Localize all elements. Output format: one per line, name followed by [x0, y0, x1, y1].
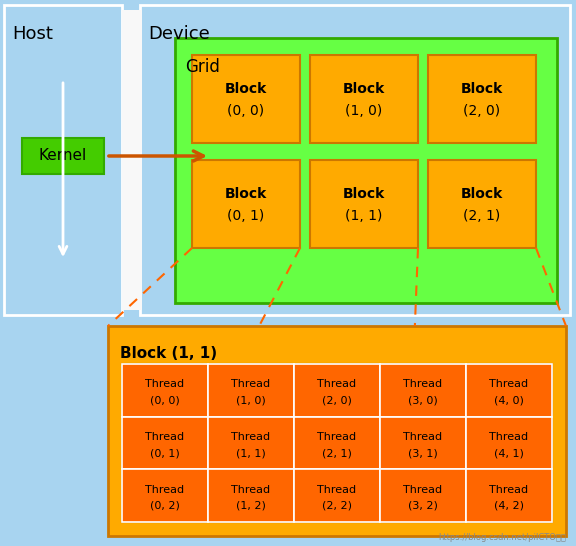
Text: Block: Block: [461, 187, 503, 201]
Bar: [22, 138, 104, 174]
Text: (2, 0): (2, 0): [322, 395, 352, 405]
Text: (2, 1): (2, 1): [463, 209, 501, 223]
Text: Thread: Thread: [403, 379, 442, 389]
Bar: [175, 38, 557, 303]
Text: (1, 0): (1, 0): [236, 395, 266, 405]
Bar: [466, 364, 552, 417]
Text: (0, 2): (0, 2): [150, 501, 180, 511]
Text: (2, 1): (2, 1): [322, 448, 352, 458]
Bar: [428, 160, 536, 248]
Text: Thread: Thread: [490, 432, 529, 442]
Text: Thread: Thread: [145, 379, 184, 389]
Text: (1, 1): (1, 1): [346, 209, 382, 223]
Text: Block (1, 1): Block (1, 1): [120, 346, 217, 361]
Bar: [192, 55, 300, 143]
Bar: [208, 417, 294, 470]
Bar: [380, 364, 466, 417]
Text: (1, 0): (1, 0): [346, 104, 382, 118]
Bar: [108, 326, 566, 536]
Bar: [380, 470, 466, 522]
Bar: [122, 417, 208, 470]
Bar: [192, 160, 300, 248]
Bar: [122, 470, 208, 522]
Text: Block: Block: [343, 187, 385, 201]
Bar: [122, 10, 142, 310]
Text: Thread: Thread: [403, 432, 442, 442]
Text: (4, 2): (4, 2): [494, 501, 524, 511]
Text: Block: Block: [343, 82, 385, 96]
Text: (0, 1): (0, 1): [150, 448, 180, 458]
Bar: [310, 55, 418, 143]
Text: Thread: Thread: [317, 485, 357, 495]
Text: Block: Block: [225, 82, 267, 96]
Text: (3, 2): (3, 2): [408, 501, 438, 511]
Text: (1, 1): (1, 1): [236, 448, 266, 458]
Text: (4, 0): (4, 0): [494, 395, 524, 405]
Text: Kernel: Kernel: [39, 149, 87, 163]
Text: Thread: Thread: [145, 485, 184, 495]
Text: (0, 0): (0, 0): [150, 395, 180, 405]
Text: (0, 1): (0, 1): [228, 209, 264, 223]
Text: Thread: Thread: [317, 379, 357, 389]
Text: Block: Block: [461, 82, 503, 96]
Bar: [428, 55, 536, 143]
Text: Thread: Thread: [490, 485, 529, 495]
Bar: [122, 364, 552, 522]
Text: (0, 0): (0, 0): [228, 104, 264, 118]
Bar: [208, 364, 294, 417]
Text: Grid: Grid: [185, 58, 220, 76]
Bar: [380, 417, 466, 470]
Bar: [122, 364, 208, 417]
Bar: [294, 417, 380, 470]
Bar: [310, 160, 418, 248]
Bar: [466, 417, 552, 470]
Text: (1, 2): (1, 2): [236, 501, 266, 511]
Bar: [294, 364, 380, 417]
Text: (3, 1): (3, 1): [408, 448, 438, 458]
Text: (3, 0): (3, 0): [408, 395, 438, 405]
Bar: [466, 470, 552, 522]
Text: Thread: Thread: [317, 432, 357, 442]
Bar: [140, 5, 570, 315]
Text: (4, 1): (4, 1): [494, 448, 524, 458]
Text: Host: Host: [12, 25, 53, 43]
Text: Device: Device: [148, 25, 210, 43]
Text: Thread: Thread: [232, 432, 271, 442]
Text: (2, 0): (2, 0): [464, 104, 501, 118]
Text: https://blog.csdn.net/piICTO博客: https://blog.csdn.net/piICTO博客: [438, 533, 566, 542]
Text: Thread: Thread: [232, 485, 271, 495]
Text: Thread: Thread: [490, 379, 529, 389]
Text: Block: Block: [225, 187, 267, 201]
Text: Thread: Thread: [403, 485, 442, 495]
Bar: [208, 470, 294, 522]
Text: Thread: Thread: [145, 432, 184, 442]
Text: Thread: Thread: [232, 379, 271, 389]
Bar: [4, 5, 122, 315]
Bar: [294, 470, 380, 522]
Text: (2, 2): (2, 2): [322, 501, 352, 511]
